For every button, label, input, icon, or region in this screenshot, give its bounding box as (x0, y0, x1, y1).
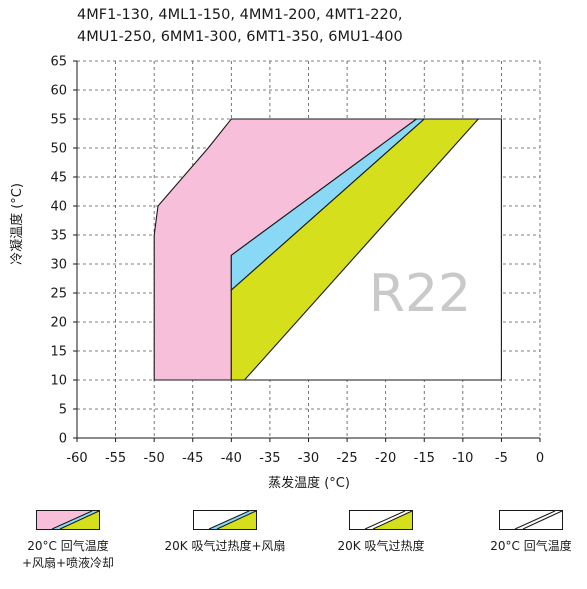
x-tick-label: -45 (182, 451, 203, 466)
x-tick-label: -40 (221, 451, 242, 466)
legend-divider (216, 510, 257, 530)
x-tick-label: -10 (452, 451, 473, 466)
x-tick-label: -50 (144, 451, 165, 466)
legend-divider (364, 510, 406, 530)
x-tick-label: -25 (336, 451, 357, 466)
legend-border (349, 510, 413, 530)
y-tick-label: 20 (50, 316, 67, 331)
legend-divider (208, 510, 250, 530)
legend-label: 20°C 回气温度 (490, 539, 572, 553)
legend-border (499, 510, 563, 530)
y-tick-label: 65 (50, 55, 67, 70)
legend-divider (372, 510, 413, 530)
x-tick-label: -15 (414, 451, 435, 466)
y-tick-label: 0 (59, 432, 67, 447)
legend-swatch-superheat (349, 510, 413, 530)
y-axis-label: 冷凝温度 (°C) (9, 183, 25, 265)
x-tick-label: -60 (66, 451, 87, 466)
y-tick-label: 45 (50, 171, 67, 186)
y-tick-label: 55 (50, 113, 67, 128)
legend-border (193, 510, 257, 530)
legend-label: 20K 吸气过热度+风扇 (164, 539, 286, 553)
y-tick-label: 50 (50, 142, 67, 157)
x-tick-label: 0 (536, 451, 544, 466)
legend-item-return-gas: 20°C 回气温度 (477, 510, 585, 555)
legend-divider (514, 510, 556, 530)
legend-label: 20°C 回气温度 (27, 539, 109, 553)
legend-item-superheat-fan: 20K 吸气过热度+风扇 (150, 510, 300, 555)
x-tick-label: -35 (259, 451, 280, 466)
chart-title-line-2: 4MU1-250, 6MM1-300, 6MT1-350, 6MU1-400 (77, 29, 403, 45)
y-tick-label: 15 (50, 345, 67, 360)
x-tick-label: -55 (105, 451, 126, 466)
envelope-series-3 (230, 118, 480, 381)
legend-border (36, 510, 100, 530)
x-tick-label: -20 (375, 451, 396, 466)
chart-title-line-1: 4MF1-130, 4ML1-150, 4MM1-200, 4MT1-220, (77, 7, 403, 23)
refrigerant-watermark: R22 (369, 264, 471, 324)
legend-swatch-return-gas (499, 510, 563, 530)
x-axis-label: 蒸发温度 (°C) (268, 475, 350, 491)
legend-divider (522, 510, 563, 530)
legend-label-line-2: +风扇+喷液冷却 (21, 556, 115, 570)
legend-item-injection: 20°C 回气温度 +风扇+喷液冷却 (8, 510, 128, 572)
tick-labels: -60 -55 -50 -45 -40 -35 -30 -25 -20 -15 -10 -5 00510… (50, 55, 544, 467)
legend-item-superheat: 20K 吸气过热度 (316, 510, 446, 555)
envelope-chart: R22 -60 -55 -50 -45 -40 -35 -30 -25 -20 -15 -10 -5 0… (9, 55, 544, 492)
y-tick-label: 30 (50, 258, 67, 273)
y-tick-label: 10 (50, 374, 67, 389)
x-tick-label: -30 (298, 451, 319, 466)
x-tick-label: -5 (495, 451, 508, 466)
envelope-areas (153, 118, 502, 381)
y-tick-label: 60 (50, 84, 67, 99)
y-tick-label: 35 (50, 229, 67, 244)
y-tick-label: 40 (50, 200, 67, 215)
legend-swatch-superheat-fan (193, 510, 257, 530)
legend-swatch-injection (36, 510, 100, 530)
legend-label: 20K 吸气过热度 (337, 539, 425, 553)
y-tick-label: 25 (50, 287, 67, 302)
legend-divider (51, 510, 93, 530)
y-tick-label: 5 (59, 403, 67, 418)
legend-divider (59, 510, 100, 530)
